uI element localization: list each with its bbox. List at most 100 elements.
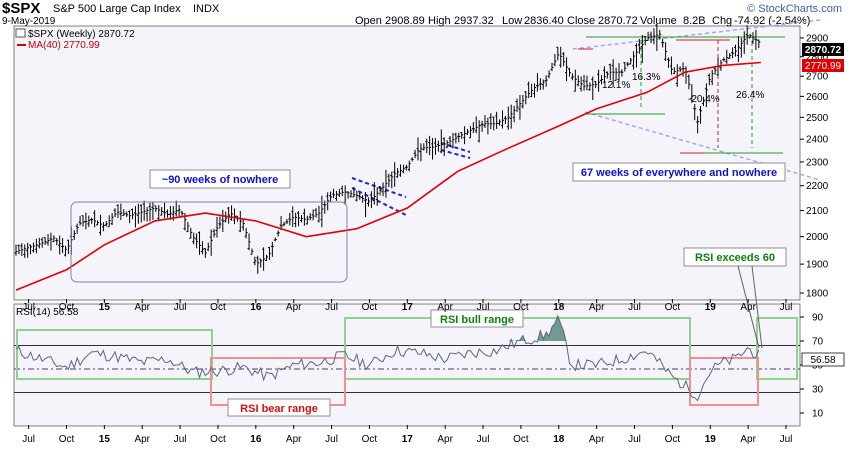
price-axis-label: 2500 [806,113,829,124]
series-legend-swatch [15,28,26,38]
time-axis-label: Jul [174,434,187,445]
rsi-legend: RSI(14) 56.58 [16,307,79,318]
rsi-bear-callout [227,398,331,417]
time-axis-label: 17 [402,302,414,313]
pct-label-d: 26.4% [736,90,764,101]
time-axis-label: 17 [402,434,414,445]
time-axis-label: Apr [286,434,302,445]
last-close-tag [802,43,844,56]
time-axis-label: 18 [553,434,565,445]
rsi-bull-callout [430,309,524,328]
time-axis-label: Oct [59,434,75,445]
last-close-label: 2870.72 [805,45,842,56]
time-axis-label: Oct [362,434,378,445]
time-axis-label: Apr [134,434,150,445]
open-value: 2908.89 [385,15,425,27]
rsi-panel [13,303,801,427]
series-legend-label: $SPX (Weekly) 2870.72 [28,29,135,40]
ma40-line [15,61,761,291]
price-axis-label: 2300 [806,157,829,168]
price-axis-label: 2100 [806,206,829,217]
time-axis-label: Oct [665,302,681,313]
ma-legend-label: MA(40) 2770.99 [28,40,100,51]
price-axis-label: 2000 [806,232,829,243]
time-axis-label: Oct [513,302,529,313]
rsi-bull-callout-text: RSI bull range [440,314,514,326]
rsi-axis-label: 70 [812,337,824,348]
chg-label: Chg [712,15,732,27]
nowhere-callout [149,169,291,189]
time-axis-label: Oct [362,302,378,313]
time-axis-label: Jul [780,302,793,313]
high-label: High [428,15,451,27]
time-axis-label: Apr [134,302,150,313]
time-axis-label: Oct [210,434,226,445]
open-label: Open [355,15,382,27]
time-axis-label: Oct [665,434,681,445]
rsi-line [15,314,760,402]
flag-line-1 [351,177,407,198]
symbol-title: $SPX [2,0,40,17]
pct-label-c: -20.4% [688,94,720,105]
rsi-bull-box-3 [756,317,798,380]
low-value: 2836.40 [524,15,564,27]
flag-line-2 [351,187,407,216]
price-axis-label: 1900 [806,260,829,271]
time-axis-label: 15 [99,434,111,445]
nowhere-callout-text: ~90 weeks of nowhere [162,174,278,186]
time-axis-label: Apr [740,434,756,445]
time-axis-label: 15 [99,302,111,313]
price-axis-label: 2900 [806,33,829,44]
time-axis-label: 16 [250,434,262,445]
time-axis-label: Jul [628,434,641,445]
time-axis-label: Oct [210,302,226,313]
low-label: Low [502,15,522,27]
rsi-axis-label: 90 [812,313,824,324]
last-ma-tag [802,59,844,72]
price-axis-label: 2600 [806,92,829,103]
symbol-name: S&P 500 Large Cap Index [53,3,181,15]
high-value: 2937.32 [454,15,494,27]
time-axis-label: Apr [286,302,302,313]
everywhere-callout [572,162,786,182]
close-label: Close [567,15,595,27]
time-axis-label: Jul [325,434,338,445]
close-value: 2870.72 [598,15,638,27]
rsi-callout-pointer-2 [751,265,763,349]
price-axis-label: 2700 [806,72,829,83]
last-ma-label: 2770.99 [805,61,842,72]
time-axis-label: Apr [437,434,453,445]
time-axis-label: 16 [250,302,262,313]
flag-line-3 [440,142,471,153]
volume-label: Volume [640,15,677,27]
time-axis-label: Apr [589,302,605,313]
time-axis-label: 19 [705,302,717,313]
brand-watermark: © StockCharts.com [747,3,842,15]
price-axis-label: 2200 [806,181,829,192]
time-axis-label: Jul [22,434,35,445]
price-axis-label: 2800 [806,52,829,63]
rsi-last-label: 56.58 [810,355,835,366]
rsi-exceeds-callout [683,247,787,267]
rsi-callout-pointer-1 [737,265,760,349]
rsi-axis-label: 30 [812,385,824,396]
volume-value: 8.2B [683,15,706,27]
rsi-bear-callout-text: RSI bear range [240,403,318,415]
pct-label-a: 12.1% [602,80,630,91]
rsi-bear-box-2 [689,357,759,406]
time-axis-label: Jul [628,302,641,313]
price-axis-label: 1800 [806,289,829,300]
pct-label-b: 16.3% [632,72,660,83]
flag-line-4 [440,149,471,159]
time-axis-label: Jul [325,302,338,313]
time-axis-label: Apr [437,302,453,313]
everywhere-callout-text: 67 weeks of everywhere and nowhere [581,167,777,179]
time-axis-label: Apr [740,302,756,313]
time-axis-label: Oct [59,302,75,313]
rsi-bull-box-1 [16,329,213,380]
time-axis-label: Apr [589,434,605,445]
time-axis-label: Jul [477,302,490,313]
time-axis-label: 19 [705,434,717,445]
time-axis-label: Jul [477,434,490,445]
